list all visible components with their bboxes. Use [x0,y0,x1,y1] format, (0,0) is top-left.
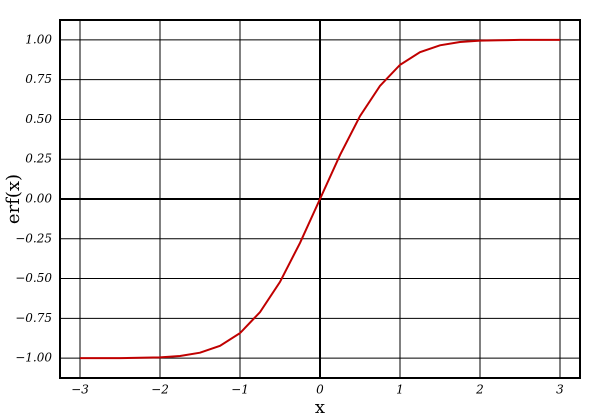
x-tick-label: −3 [71,383,89,397]
x-tick-label: −2 [151,383,169,397]
x-tick-label: −1 [231,383,249,397]
y-tick-label: −0.25 [15,231,52,245]
x-tick-label: 3 [556,383,564,397]
y-tick-label: 1.00 [25,32,52,46]
line-series [80,38,560,360]
y-axis-title: erf(x) [3,174,24,224]
y-tick-label: 0.50 [25,112,52,126]
y-tick-label: 0.75 [25,72,52,86]
x-tick-label: 0 [316,383,324,397]
x-tick-label: 2 [475,383,484,397]
y-tick-label: 0.00 [25,192,52,206]
y-tick-label: −0.75 [15,311,52,325]
y-tick-label: −1.00 [15,351,52,365]
plot-frame [59,19,581,379]
y-tick-label: 0.25 [25,152,52,166]
y-tick-label: −0.50 [15,271,52,285]
x-axis-title: x [315,397,325,418]
x-tick-label: 1 [396,383,404,397]
